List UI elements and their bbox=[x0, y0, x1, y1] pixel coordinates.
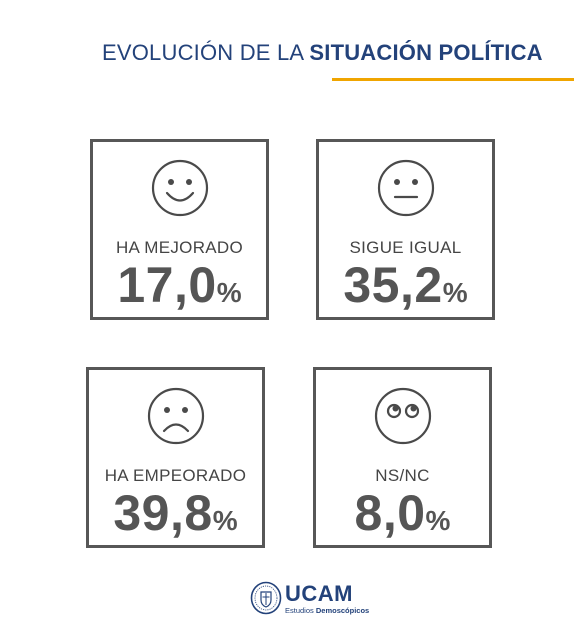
neutral-face-icon bbox=[376, 158, 436, 218]
card-label: HA MEJORADO bbox=[115, 238, 244, 257]
page-title-regular: EVOLUCIÓN DE LA bbox=[102, 40, 310, 65]
card-value-number: 35,2 bbox=[343, 257, 443, 313]
page-title-bold: SITUACIÓN POLÍTICA bbox=[309, 40, 543, 65]
card-value-unit: % bbox=[442, 277, 468, 308]
title-underline bbox=[332, 78, 574, 81]
result-card-ha-mejorado: HA MEJORADO 17,0% bbox=[90, 139, 269, 320]
card-value-unit: % bbox=[216, 277, 242, 308]
page-title: EVOLUCIÓN DE LA SITUACIÓN POLÍTICA bbox=[102, 40, 543, 66]
card-value: 35,2% bbox=[319, 256, 492, 314]
result-card-ns-nc: NS/NC 8,0% bbox=[313, 367, 492, 548]
brand-subtitle: Estudios Demoscópicos bbox=[285, 606, 369, 615]
card-label: SIGUE IGUAL bbox=[349, 238, 462, 257]
brand-subtitle-regular: Estudios bbox=[285, 606, 316, 615]
result-card-ha-empeorado: HA EMPEORADO 39,8% bbox=[86, 367, 265, 548]
card-value-number: 39,8 bbox=[113, 485, 213, 541]
card-label: NS/NC bbox=[375, 466, 430, 485]
card-value: 39,8% bbox=[89, 484, 262, 542]
smiling-face-icon bbox=[150, 158, 210, 218]
card-label: HA EMPEORADO bbox=[104, 466, 247, 485]
card-value-number: 8,0 bbox=[354, 485, 426, 541]
brand-name: UCAM bbox=[285, 581, 353, 606]
brand-subtitle-bold: Demoscópicos bbox=[315, 606, 370, 615]
result-card-sigue-igual: SIGUE IGUAL 35,2% bbox=[316, 139, 495, 320]
card-value-number: 17,0 bbox=[117, 257, 217, 313]
sad-face-icon bbox=[146, 386, 206, 446]
eyes-up-face-icon bbox=[373, 386, 433, 446]
card-value: 8,0% bbox=[316, 484, 489, 542]
university-seal-icon bbox=[250, 581, 282, 615]
card-value-unit: % bbox=[212, 505, 238, 536]
card-value: 17,0% bbox=[93, 256, 266, 314]
card-value-unit: % bbox=[425, 505, 451, 536]
